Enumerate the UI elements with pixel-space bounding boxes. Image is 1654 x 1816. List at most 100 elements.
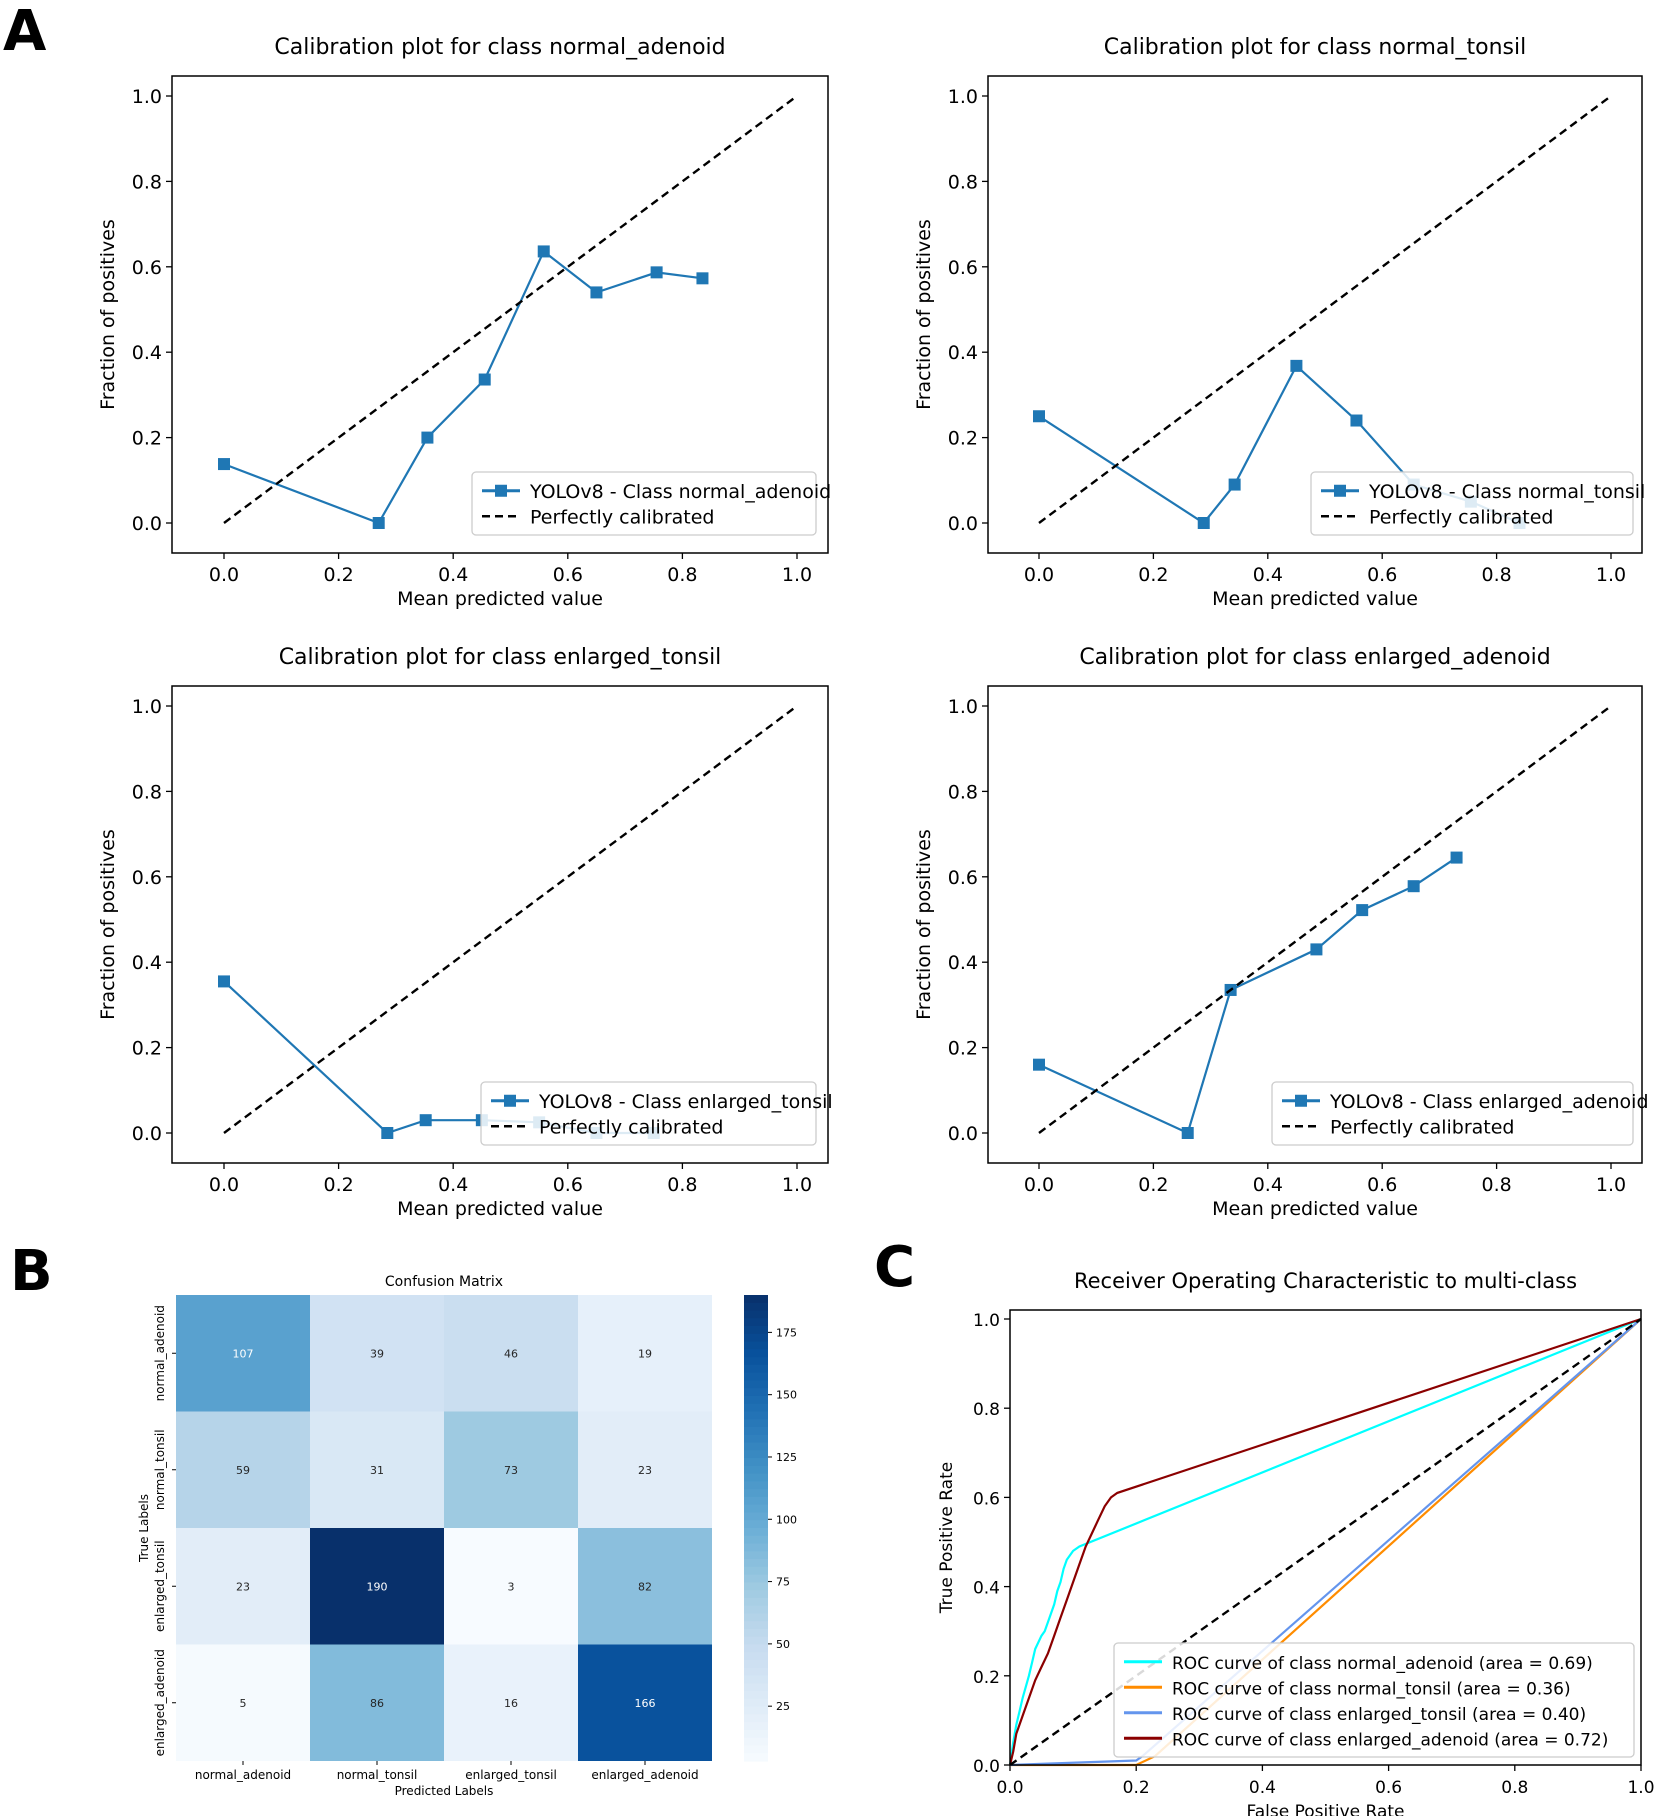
y-axis-label: Fraction of positives: [97, 219, 119, 410]
x-tick-label: 0.6: [1367, 564, 1397, 586]
colorbar-tick-label: 125: [776, 1451, 797, 1464]
cell-value: 16: [504, 1697, 518, 1710]
y-tick-label: 1.0: [132, 86, 162, 108]
y-tick-label: 0.8: [948, 171, 978, 193]
series-line-2: [1009, 1318, 1642, 1767]
x-axis-label: Mean predicted value: [397, 1198, 603, 1220]
colorbar-segment: [744, 1729, 768, 1739]
axes-frame: [171, 75, 829, 554]
colorbar-segment: [744, 1333, 768, 1343]
x-tick-label: 1.0: [782, 1174, 812, 1196]
y-tick-label: 0.2: [948, 428, 978, 450]
cell-value: 107: [233, 1347, 254, 1360]
x-axis-label: False Positive Rate: [1247, 1802, 1405, 1816]
data-point-marker: [1450, 851, 1463, 864]
y-tick-label: normal_tonsil: [153, 1429, 167, 1510]
x-tick-label: enlarged_adenoid: [591, 1768, 698, 1782]
colorbar-segment: [744, 1745, 768, 1754]
chart-calibration-normal-tonsil: Calibration plot for class normal_tonsil…: [913, 35, 1645, 610]
chart-calibration-normal-adenoid: Calibration plot for class normal_adenoi…: [97, 35, 831, 610]
y-tick-label: 0.2: [132, 1038, 162, 1060]
x-tick-label: 1.0: [782, 564, 812, 586]
legend-label: Perfectly calibrated: [1330, 1116, 1514, 1138]
heatmap-cell: [578, 1295, 712, 1412]
y-axis-label: Fraction of positives: [913, 829, 935, 1020]
reference-diagonal-line: [223, 705, 798, 1134]
colorbar-tick-label: 75: [776, 1576, 790, 1589]
y-tick-label: 0.2: [132, 428, 162, 450]
colorbar-segment: [744, 1714, 768, 1723]
data-point-marker: [590, 286, 603, 299]
legend-label: Perfectly calibrated: [1369, 506, 1553, 528]
heatmap-cell: [176, 1295, 310, 1412]
y-tick-label: 0.6: [132, 867, 162, 889]
heatmap-cell: [444, 1295, 578, 1412]
data-point-marker: [419, 1114, 432, 1127]
colorbar-segment: [744, 1722, 768, 1731]
colorbar-segment: [744, 1504, 768, 1514]
chart-title: Calibration plot for class normal_tonsil: [1104, 35, 1527, 60]
cell-value: 3: [508, 1580, 515, 1593]
y-tick-label: 0.8: [132, 781, 162, 803]
colorbar-segment: [744, 1473, 768, 1482]
colorbar-segment: [744, 1465, 768, 1475]
colorbar-segment: [744, 1597, 768, 1607]
y-tick-label: 0.4: [132, 342, 162, 364]
heatmap-cell: [310, 1644, 444, 1761]
colorbar-segment: [744, 1691, 768, 1700]
reference-diagonal-line: [1038, 95, 1612, 524]
colorbar-segment: [744, 1357, 768, 1366]
y-tick-label: 0.2: [948, 1038, 978, 1060]
colorbar-segment: [744, 1582, 768, 1591]
colorbar-segment: [744, 1403, 768, 1413]
heatmap-cell: [578, 1644, 712, 1761]
colorbar-segment: [744, 1683, 768, 1692]
cell-value: 23: [236, 1580, 250, 1593]
x-tick-label: 0.6: [553, 1174, 583, 1196]
colorbar-segment: [744, 1481, 768, 1490]
legend-label: ROC curve of class normal_adenoid (area …: [1172, 1654, 1593, 1674]
data-point-marker: [381, 1127, 394, 1139]
colorbar-segment: [744, 1559, 768, 1568]
x-axis-label: Mean predicted value: [1212, 588, 1418, 610]
cell-value: 31: [370, 1464, 384, 1477]
y-tick-label: 0.0: [132, 1123, 162, 1145]
colorbar-segment: [744, 1636, 768, 1646]
colorbar-segment: [744, 1605, 768, 1615]
heatmap-cell: [310, 1411, 444, 1528]
legend-marker: [495, 484, 507, 497]
data-point-marker: [218, 458, 230, 471]
y-tick-label: enlarged_adenoid: [153, 1649, 167, 1756]
colorbar-segment: [744, 1652, 768, 1661]
panel-label-c: C: [874, 1235, 915, 1300]
x-tick-label: 0.2: [1123, 1778, 1150, 1798]
y-tick-label: 0.0: [973, 1757, 1000, 1777]
colorbar-segment: [744, 1543, 768, 1552]
axes-frame: [987, 75, 1643, 554]
colorbar-segment: [744, 1318, 768, 1327]
x-tick-label: 0.8: [667, 564, 697, 586]
chart-roc-multiclass: Receiver Operating Characteristic to mul…: [937, 1269, 1654, 1816]
colorbar-segment: [744, 1489, 768, 1498]
y-tick-label: 1.0: [132, 696, 162, 718]
series-line-0: [223, 249, 703, 525]
colorbar-segment: [744, 1566, 768, 1576]
cell-value: 59: [236, 1464, 250, 1477]
data-point-marker: [537, 245, 550, 258]
x-axis-label: Mean predicted value: [397, 588, 603, 610]
legend-label: ROC curve of class enlarged_tonsil (area…: [1172, 1705, 1586, 1725]
legend-marker: [1334, 484, 1346, 497]
colorbar-segment: [744, 1628, 768, 1638]
colorbar-segment: [744, 1621, 768, 1630]
x-axis-label: Predicted Labels: [395, 1784, 494, 1798]
legend-label: ROC curve of class enlarged_adenoid (are…: [1172, 1730, 1608, 1750]
heatmap-cell: [444, 1528, 578, 1645]
data-point-marker: [478, 373, 491, 386]
y-tick-label: 0.8: [948, 781, 978, 803]
legend-box: [1271, 1081, 1634, 1146]
colorbar-tick-label: 100: [776, 1513, 797, 1526]
reference-diagonal-line: [223, 95, 798, 524]
colorbar-segment: [744, 1388, 768, 1397]
x-tick-label: 0.4: [1249, 1778, 1276, 1798]
